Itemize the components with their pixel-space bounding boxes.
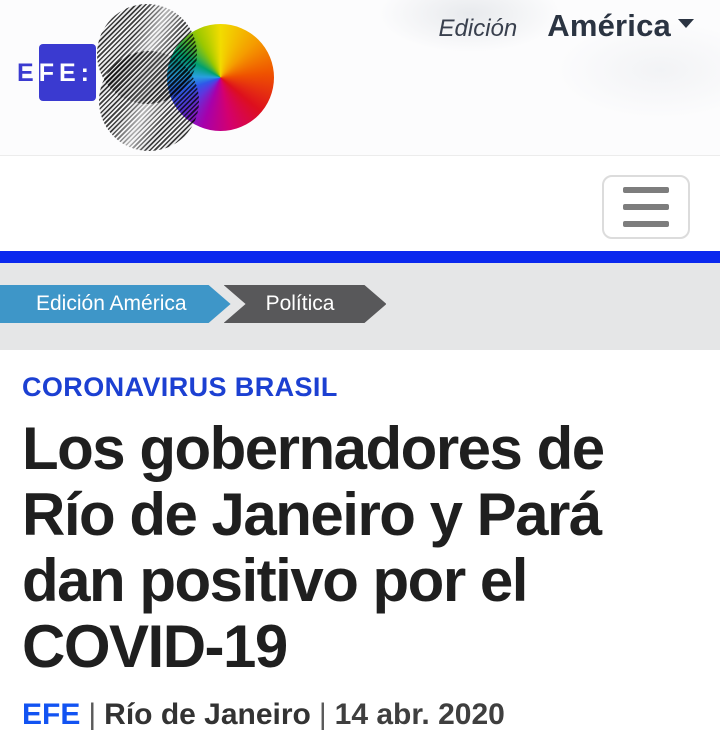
efe-logo[interactable]: EFE: xyxy=(0,0,290,156)
byline: EFE | Río de Janeiro | 14 abr. 2020 xyxy=(22,698,696,732)
logo-wordmark: EFE: xyxy=(17,60,94,86)
menu-toggle-button[interactable] xyxy=(602,175,690,239)
halftone-circle-icon xyxy=(99,51,199,151)
logo-square xyxy=(39,44,96,101)
edition-selector[interactable]: Edición América xyxy=(439,8,694,44)
hamburger-icon xyxy=(623,187,669,193)
edition-label: Edición xyxy=(438,15,518,42)
byline-separator: | xyxy=(88,698,97,731)
edition-value-text: América xyxy=(547,8,671,43)
hamburger-icon xyxy=(623,204,669,210)
byline-separator: | xyxy=(318,698,327,731)
byline-agency: EFE xyxy=(22,698,81,731)
hamburger-icon xyxy=(623,221,669,227)
headline-line: Río de Janeiro y Pará xyxy=(22,481,602,548)
edition-value[interactable]: América xyxy=(547,8,694,44)
headline-line: dan positivo por el xyxy=(22,547,528,614)
page-title: Los gobernadores de Río de Janeiro y Par… xyxy=(22,416,696,680)
headline-line: COVID-19 xyxy=(22,613,288,680)
byline-location: Río de Janeiro xyxy=(104,698,311,731)
category-link[interactable]: CORONAVIRUS BRASIL xyxy=(22,372,338,402)
article-content: CORONAVIRUS BRASIL Los gobernadores de R… xyxy=(0,350,720,732)
byline-date: 14 abr. 2020 xyxy=(334,698,505,731)
top-banner: EFE: Edición América xyxy=(0,0,720,156)
headline-line: Los gobernadores de xyxy=(22,415,605,482)
logo-letter-prefix: E xyxy=(17,59,39,87)
breadcrumb: Edición América Política xyxy=(0,263,720,350)
breadcrumb-item-politica[interactable]: Política xyxy=(224,285,387,323)
breadcrumb-item-edicion-america[interactable]: Edición América xyxy=(0,285,231,323)
chevron-down-icon xyxy=(678,19,694,29)
nav-row xyxy=(0,156,720,251)
logo-letters-rest: FE: xyxy=(38,59,94,87)
accent-divider-bar xyxy=(0,251,720,263)
